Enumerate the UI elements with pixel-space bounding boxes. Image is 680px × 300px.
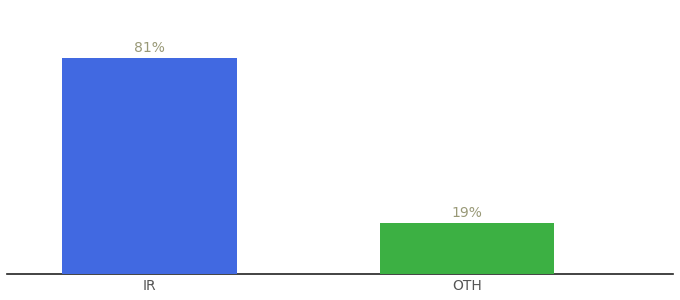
Text: 19%: 19% — [452, 206, 482, 220]
Bar — [63, 58, 237, 274]
Text: 81%: 81% — [134, 41, 165, 55]
Bar — [379, 223, 554, 274]
